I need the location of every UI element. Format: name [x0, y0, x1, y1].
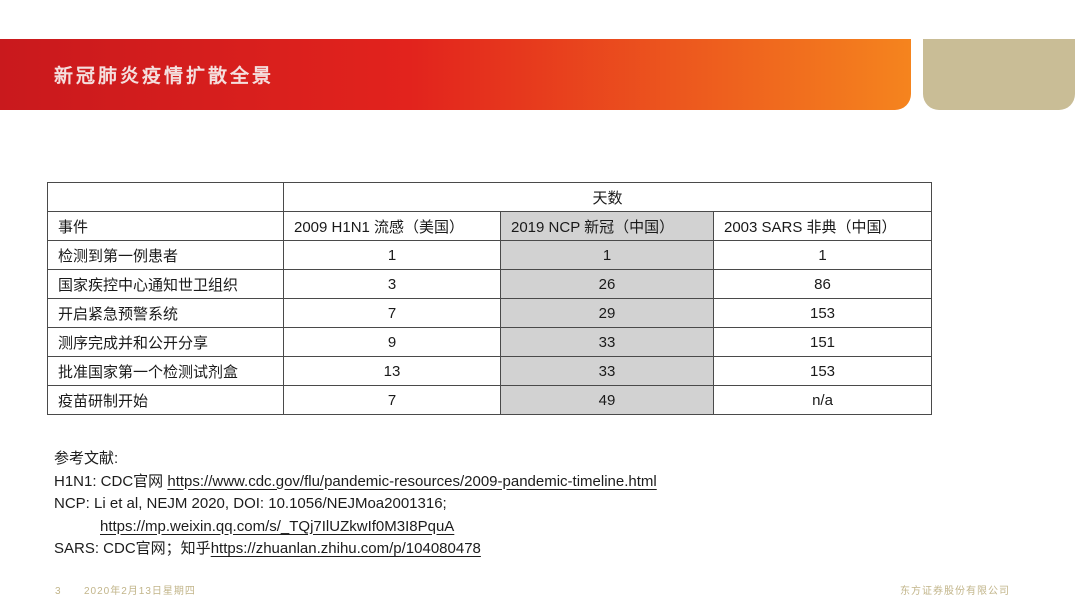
- footer-company-name: 东方证券股份有限公司: [900, 586, 1010, 597]
- h1n1-cell: 13: [283, 356, 501, 386]
- h1n1-cell: 7: [283, 385, 501, 415]
- reference-h1n1: H1N1: CDC官网 https://www.cdc.gov/flu/pand…: [54, 471, 657, 494]
- reference-sars-link[interactable]: https://zhuanlan.zhihu.com/p/104080478: [210, 540, 481, 557]
- references-heading: 参考文献:: [54, 450, 119, 467]
- table-row: 疫苗研制开始 7 49 n/a: [47, 385, 933, 415]
- sars-cell: 1: [712, 240, 933, 270]
- event-cell: 测序完成并和公开分享: [47, 327, 284, 357]
- table-cell-empty: [47, 182, 284, 212]
- sars-cell: 153: [712, 298, 933, 328]
- reference-h1n1-link[interactable]: https://www.cdc.gov/flu/pandemic-resourc…: [167, 472, 657, 490]
- table-row: 开启紧急预警系统 7 29 153: [47, 298, 933, 328]
- reference-ncp-link-line: https://mp.weixin.qq.com/s/_TQj7IlUZkwIf…: [54, 516, 657, 539]
- table-col-ncp: 2019 NCP 新冠（中国）: [500, 211, 714, 241]
- ncp-cell: 33: [500, 327, 714, 357]
- footer-date: 2020年2月13日星期四: [84, 586, 196, 597]
- ncp-cell: 1: [500, 240, 714, 270]
- event-cell: 国家疾控中心通知世卫组织: [47, 269, 284, 299]
- title-bar: 新冠肺炎疫情扩散全景: [0, 39, 911, 110]
- table-row-headers: 事件 2009 H1N1 流感（美国） 2019 NCP 新冠（中国） 2003…: [47, 211, 933, 241]
- table-row: 国家疾控中心通知世卫组织 3 26 86: [47, 269, 933, 299]
- reference-h1n1-label: H1N1: CDC官网: [54, 472, 168, 490]
- sars-cell: n/a: [712, 385, 933, 415]
- page-title: 新冠肺炎疫情扩散全景: [54, 66, 275, 87]
- reference-sars: SARS: CDC官网；知乎https://zhuanlan.zhihu.com…: [54, 538, 657, 561]
- sars-cell: 151: [712, 327, 933, 357]
- table-days-header: 天数: [282, 182, 933, 212]
- h1n1-cell: 7: [283, 298, 501, 328]
- references-section: 参考文献: H1N1: CDC官网 https://www.cdc.gov/fl…: [54, 448, 657, 561]
- decorative-tan-tab: [923, 39, 1075, 110]
- h1n1-cell: 1: [283, 240, 501, 270]
- table-row-days: 天数: [47, 182, 933, 212]
- h1n1-cell: 9: [283, 327, 501, 357]
- reference-ncp: NCP: Li et al, NEJM 2020, DOI: 10.1056/N…: [54, 495, 447, 512]
- event-cell: 开启紧急预警系统: [47, 298, 284, 328]
- ncp-cell: 26: [500, 269, 714, 299]
- table-row: 检测到第一例患者 1 1 1: [47, 240, 933, 270]
- table-row: 测序完成并和公开分享 9 33 151: [47, 327, 933, 357]
- comparison-table: 天数 事件 2009 H1N1 流感（美国） 2019 NCP 新冠（中国） 2…: [47, 182, 933, 415]
- event-cell: 批准国家第一个检测试剂盒: [47, 356, 284, 386]
- h1n1-cell: 3: [283, 269, 501, 299]
- table-col-sars: 2003 SARS 非典（中国）: [712, 211, 933, 241]
- page-number: 3: [55, 586, 61, 597]
- sars-cell: 86: [712, 269, 933, 299]
- reference-ncp-link[interactable]: https://mp.weixin.qq.com/s/_TQj7IlUZkwIf…: [100, 517, 455, 535]
- ncp-cell: 33: [500, 356, 714, 386]
- reference-sars-label: SARS: CDC官网；知乎: [54, 540, 211, 557]
- table-row: 批准国家第一个检测试剂盒 13 33 153: [47, 356, 933, 386]
- sars-cell: 153: [712, 356, 933, 386]
- ncp-cell: 49: [500, 385, 714, 415]
- event-cell: 疫苗研制开始: [47, 385, 284, 415]
- table-col-h1n1: 2009 H1N1 流感（美国）: [283, 211, 501, 241]
- event-cell: 检测到第一例患者: [47, 240, 284, 270]
- table-event-header: 事件: [47, 211, 284, 241]
- ncp-cell: 29: [500, 298, 714, 328]
